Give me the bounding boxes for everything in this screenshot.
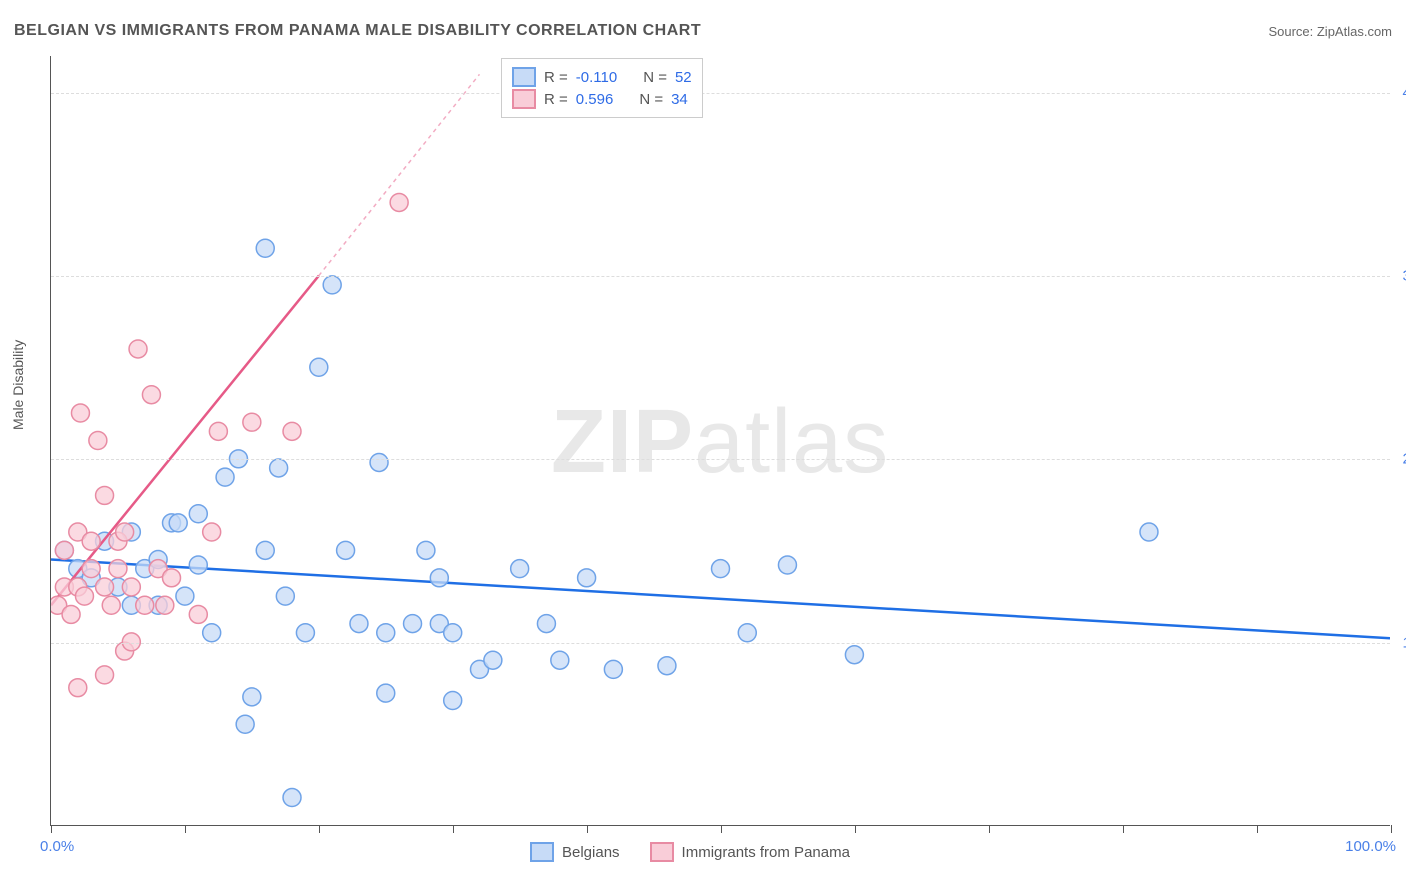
x-tick [721, 825, 722, 833]
x-tick [51, 825, 52, 833]
legend-series: Belgians Immigrants from Panama [530, 840, 850, 864]
y-axis-label: Male Disability [10, 340, 26, 430]
chart-title: BELGIAN VS IMMIGRANTS FROM PANAMA MALE D… [14, 22, 701, 40]
legend-item: Immigrants from Panama [650, 842, 850, 862]
gridline [51, 643, 1390, 644]
gridline [51, 276, 1390, 277]
swatch-blue [530, 842, 554, 862]
x-tick [989, 825, 990, 833]
chart-svg [51, 56, 1390, 825]
swatch-pink [512, 89, 536, 109]
gridline [51, 459, 1390, 460]
source-label: Source: ZipAtlas.com [1268, 24, 1392, 39]
legend-label: Immigrants from Panama [682, 844, 850, 861]
x-tick [1391, 825, 1392, 833]
x-tick [1257, 825, 1258, 833]
x-tick [587, 825, 588, 833]
legend-row: R = 0.596 N = 34 [512, 89, 692, 109]
y-tick-label: 10.0% [1402, 634, 1406, 651]
x-tick [1123, 825, 1124, 833]
y-tick-label: 20.0% [1402, 451, 1406, 468]
watermark: ZIPatlas [551, 391, 889, 494]
x-tick [453, 825, 454, 833]
legend-label: Belgians [562, 844, 620, 861]
y-tick-label: 30.0% [1402, 268, 1406, 285]
legend-item: Belgians [530, 842, 620, 862]
header: BELGIAN VS IMMIGRANTS FROM PANAMA MALE D… [14, 22, 1392, 40]
x-tick-label-0: 0.0% [40, 838, 74, 855]
y-tick-label: 40.0% [1402, 84, 1406, 101]
legend-correlation: R = -0.110 N = 52 R = 0.596 N = 34 [501, 58, 703, 118]
swatch-blue [512, 67, 536, 87]
x-tick-label-100: 100.0% [1345, 838, 1396, 855]
gridline [51, 93, 1390, 94]
x-tick [855, 825, 856, 833]
swatch-pink [650, 842, 674, 862]
x-tick [185, 825, 186, 833]
x-tick [319, 825, 320, 833]
plot-area: ZIPatlas R = -0.110 N = 52 R = 0.596 N =… [50, 56, 1390, 826]
legend-row: R = -0.110 N = 52 [512, 67, 692, 87]
